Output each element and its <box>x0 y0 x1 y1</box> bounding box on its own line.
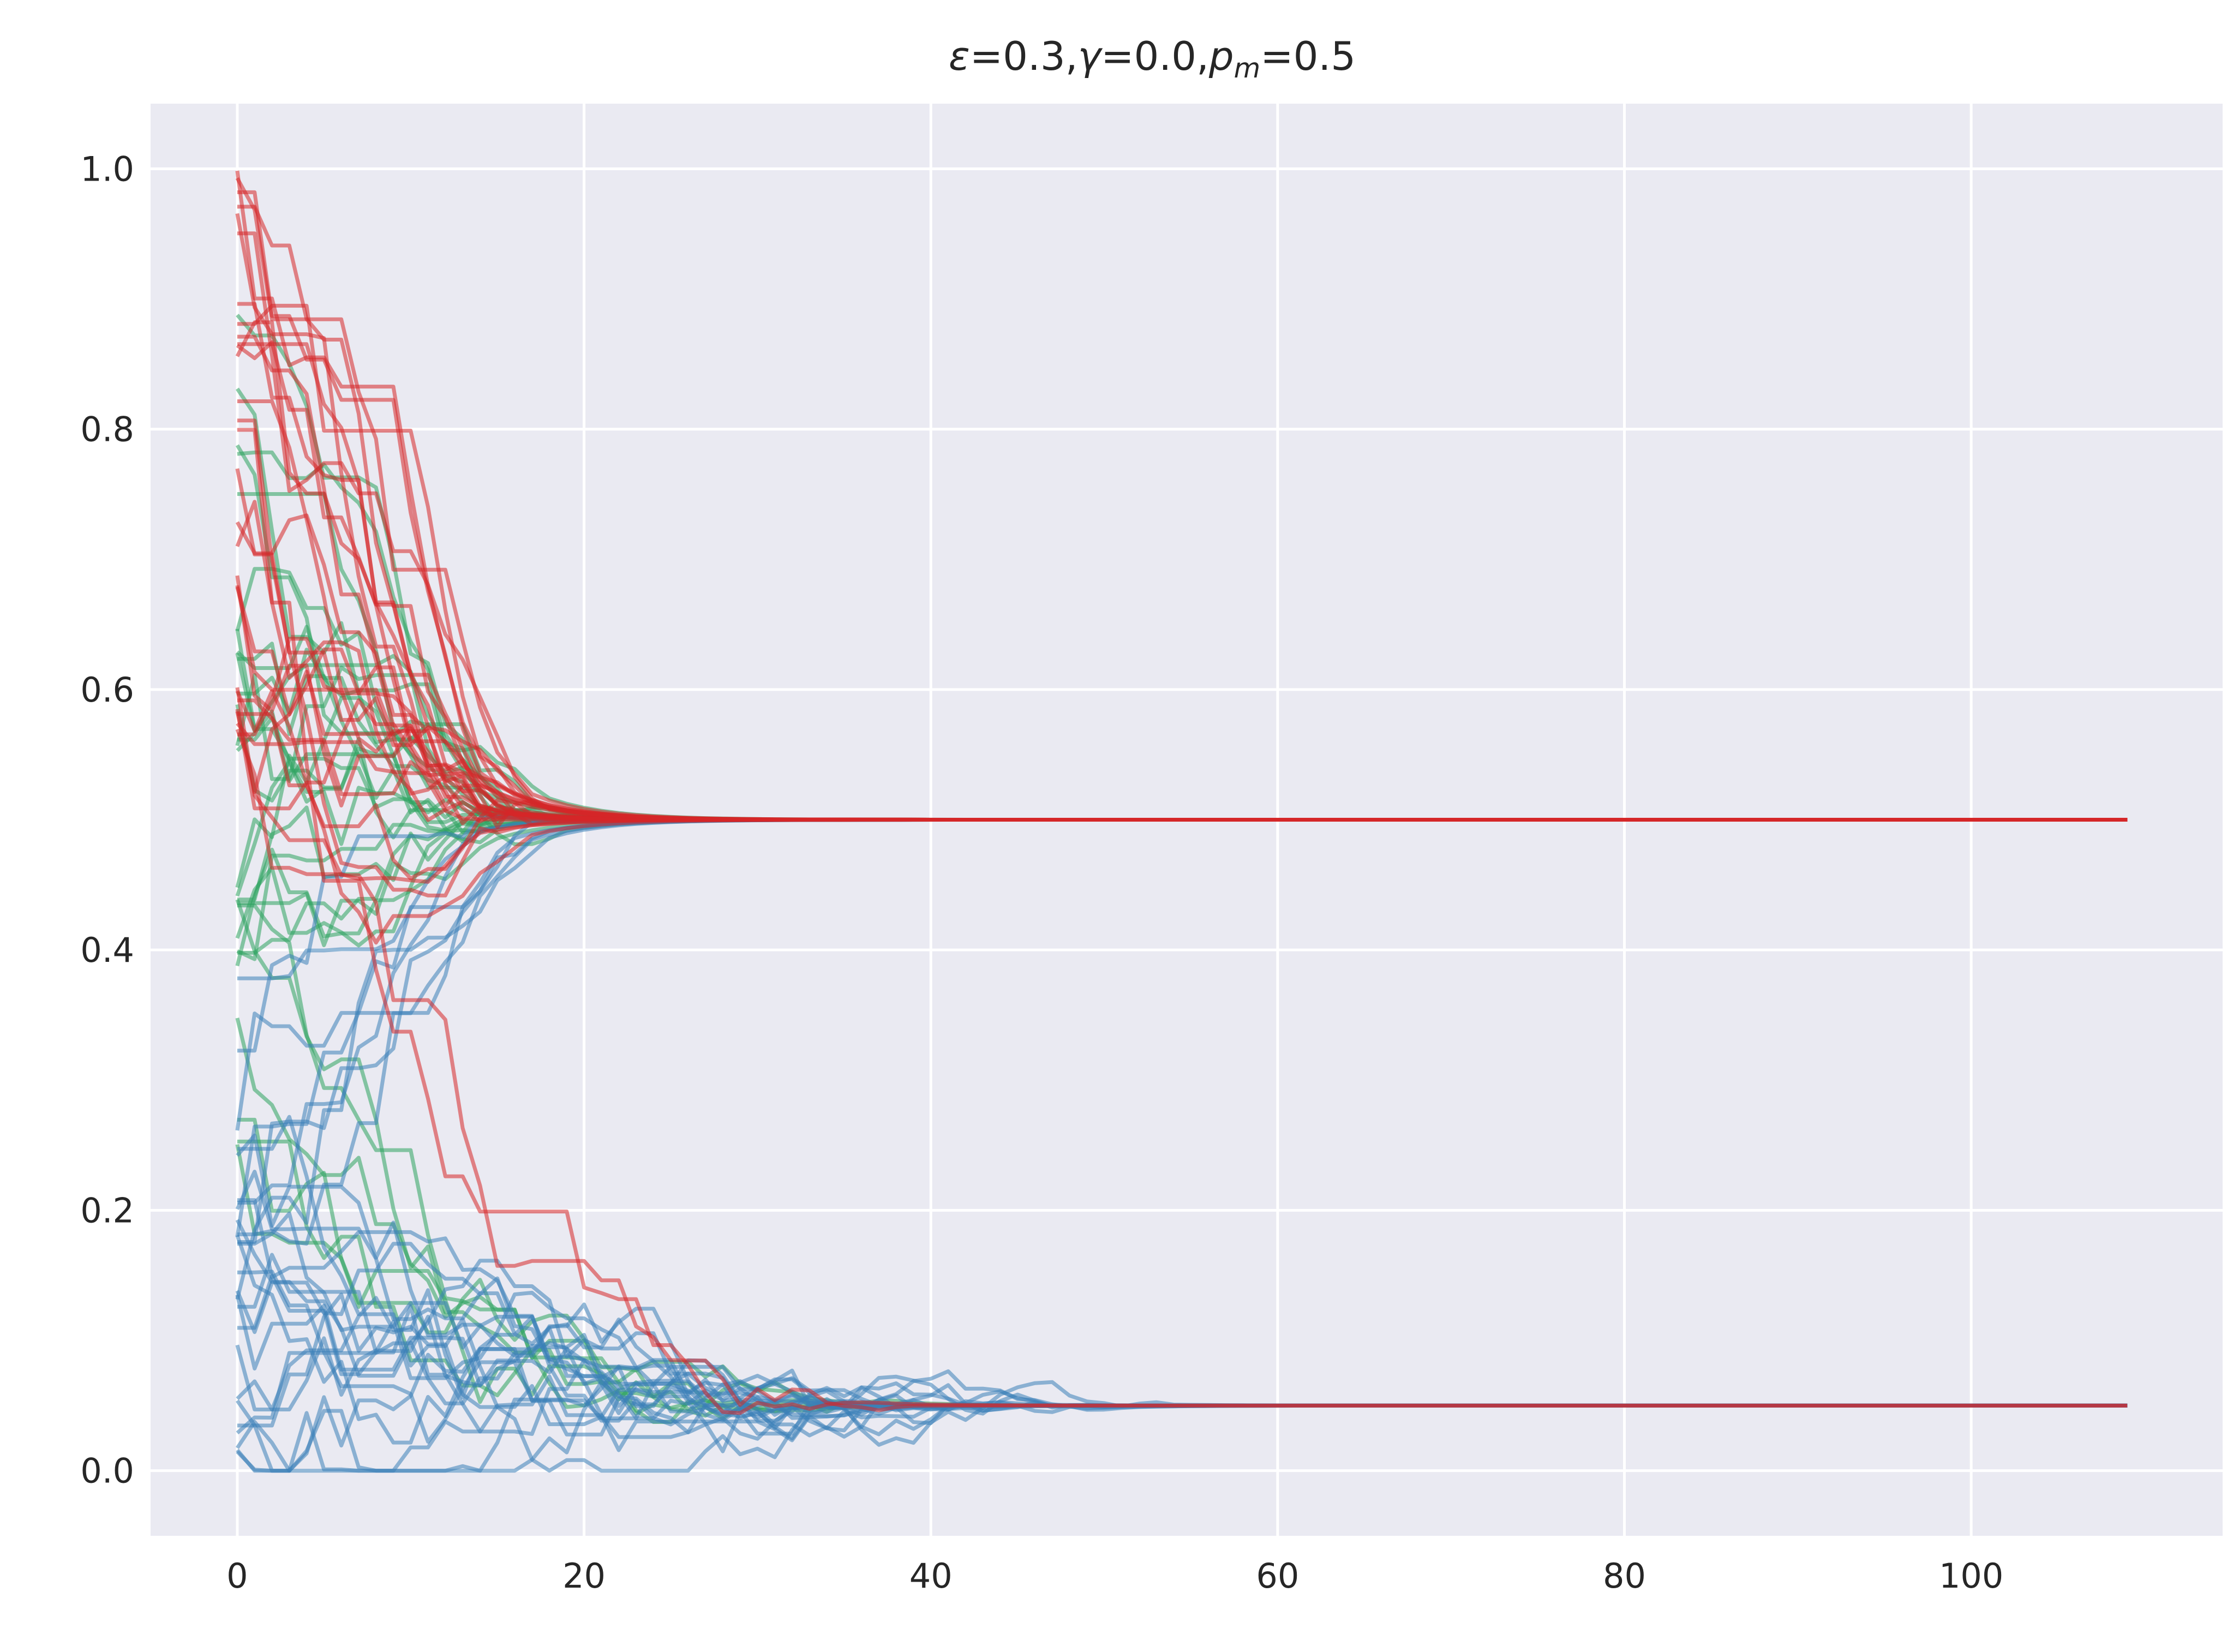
y-tick-label: 0.2 <box>80 1190 134 1230</box>
x-tick-label: 0 <box>226 1556 248 1596</box>
title-subscript-m: m <box>1234 52 1261 84</box>
x-tick-label: 100 <box>1939 1556 2003 1596</box>
x-tick-label: 40 <box>909 1556 953 1596</box>
y-tick-labels: 0.0 0.2 0.4 0.6 0.8 1.0 <box>80 149 134 1491</box>
title-part: =0.3, <box>970 33 1078 79</box>
data-lines <box>235 170 2128 1473</box>
x-tick-label: 60 <box>1256 1556 1299 1596</box>
x-tick-labels: 0 20 40 60 80 100 <box>226 1556 2003 1596</box>
red-series-line <box>237 428 2128 1415</box>
red-series-line <box>237 231 2128 822</box>
chart-title: ε=0.3,γ=0.0,pm=0.5 <box>949 33 1356 84</box>
title-part: =0.5 <box>1260 33 1356 79</box>
y-tick-label: 0.6 <box>80 670 134 710</box>
y-tick-label: 0.4 <box>80 930 134 970</box>
x-tick-label: 80 <box>1603 1556 1646 1596</box>
title-gamma: γ <box>1078 33 1103 79</box>
y-tick-label: 0.8 <box>80 410 134 450</box>
y-tick-label: 1.0 <box>80 149 134 189</box>
y-tick-label: 0.0 <box>80 1451 134 1491</box>
title-part: =0.0, <box>1101 33 1209 79</box>
x-tick-label: 20 <box>562 1556 606 1596</box>
title-p: p <box>1208 33 1234 79</box>
title-epsilon: ε <box>949 33 970 79</box>
